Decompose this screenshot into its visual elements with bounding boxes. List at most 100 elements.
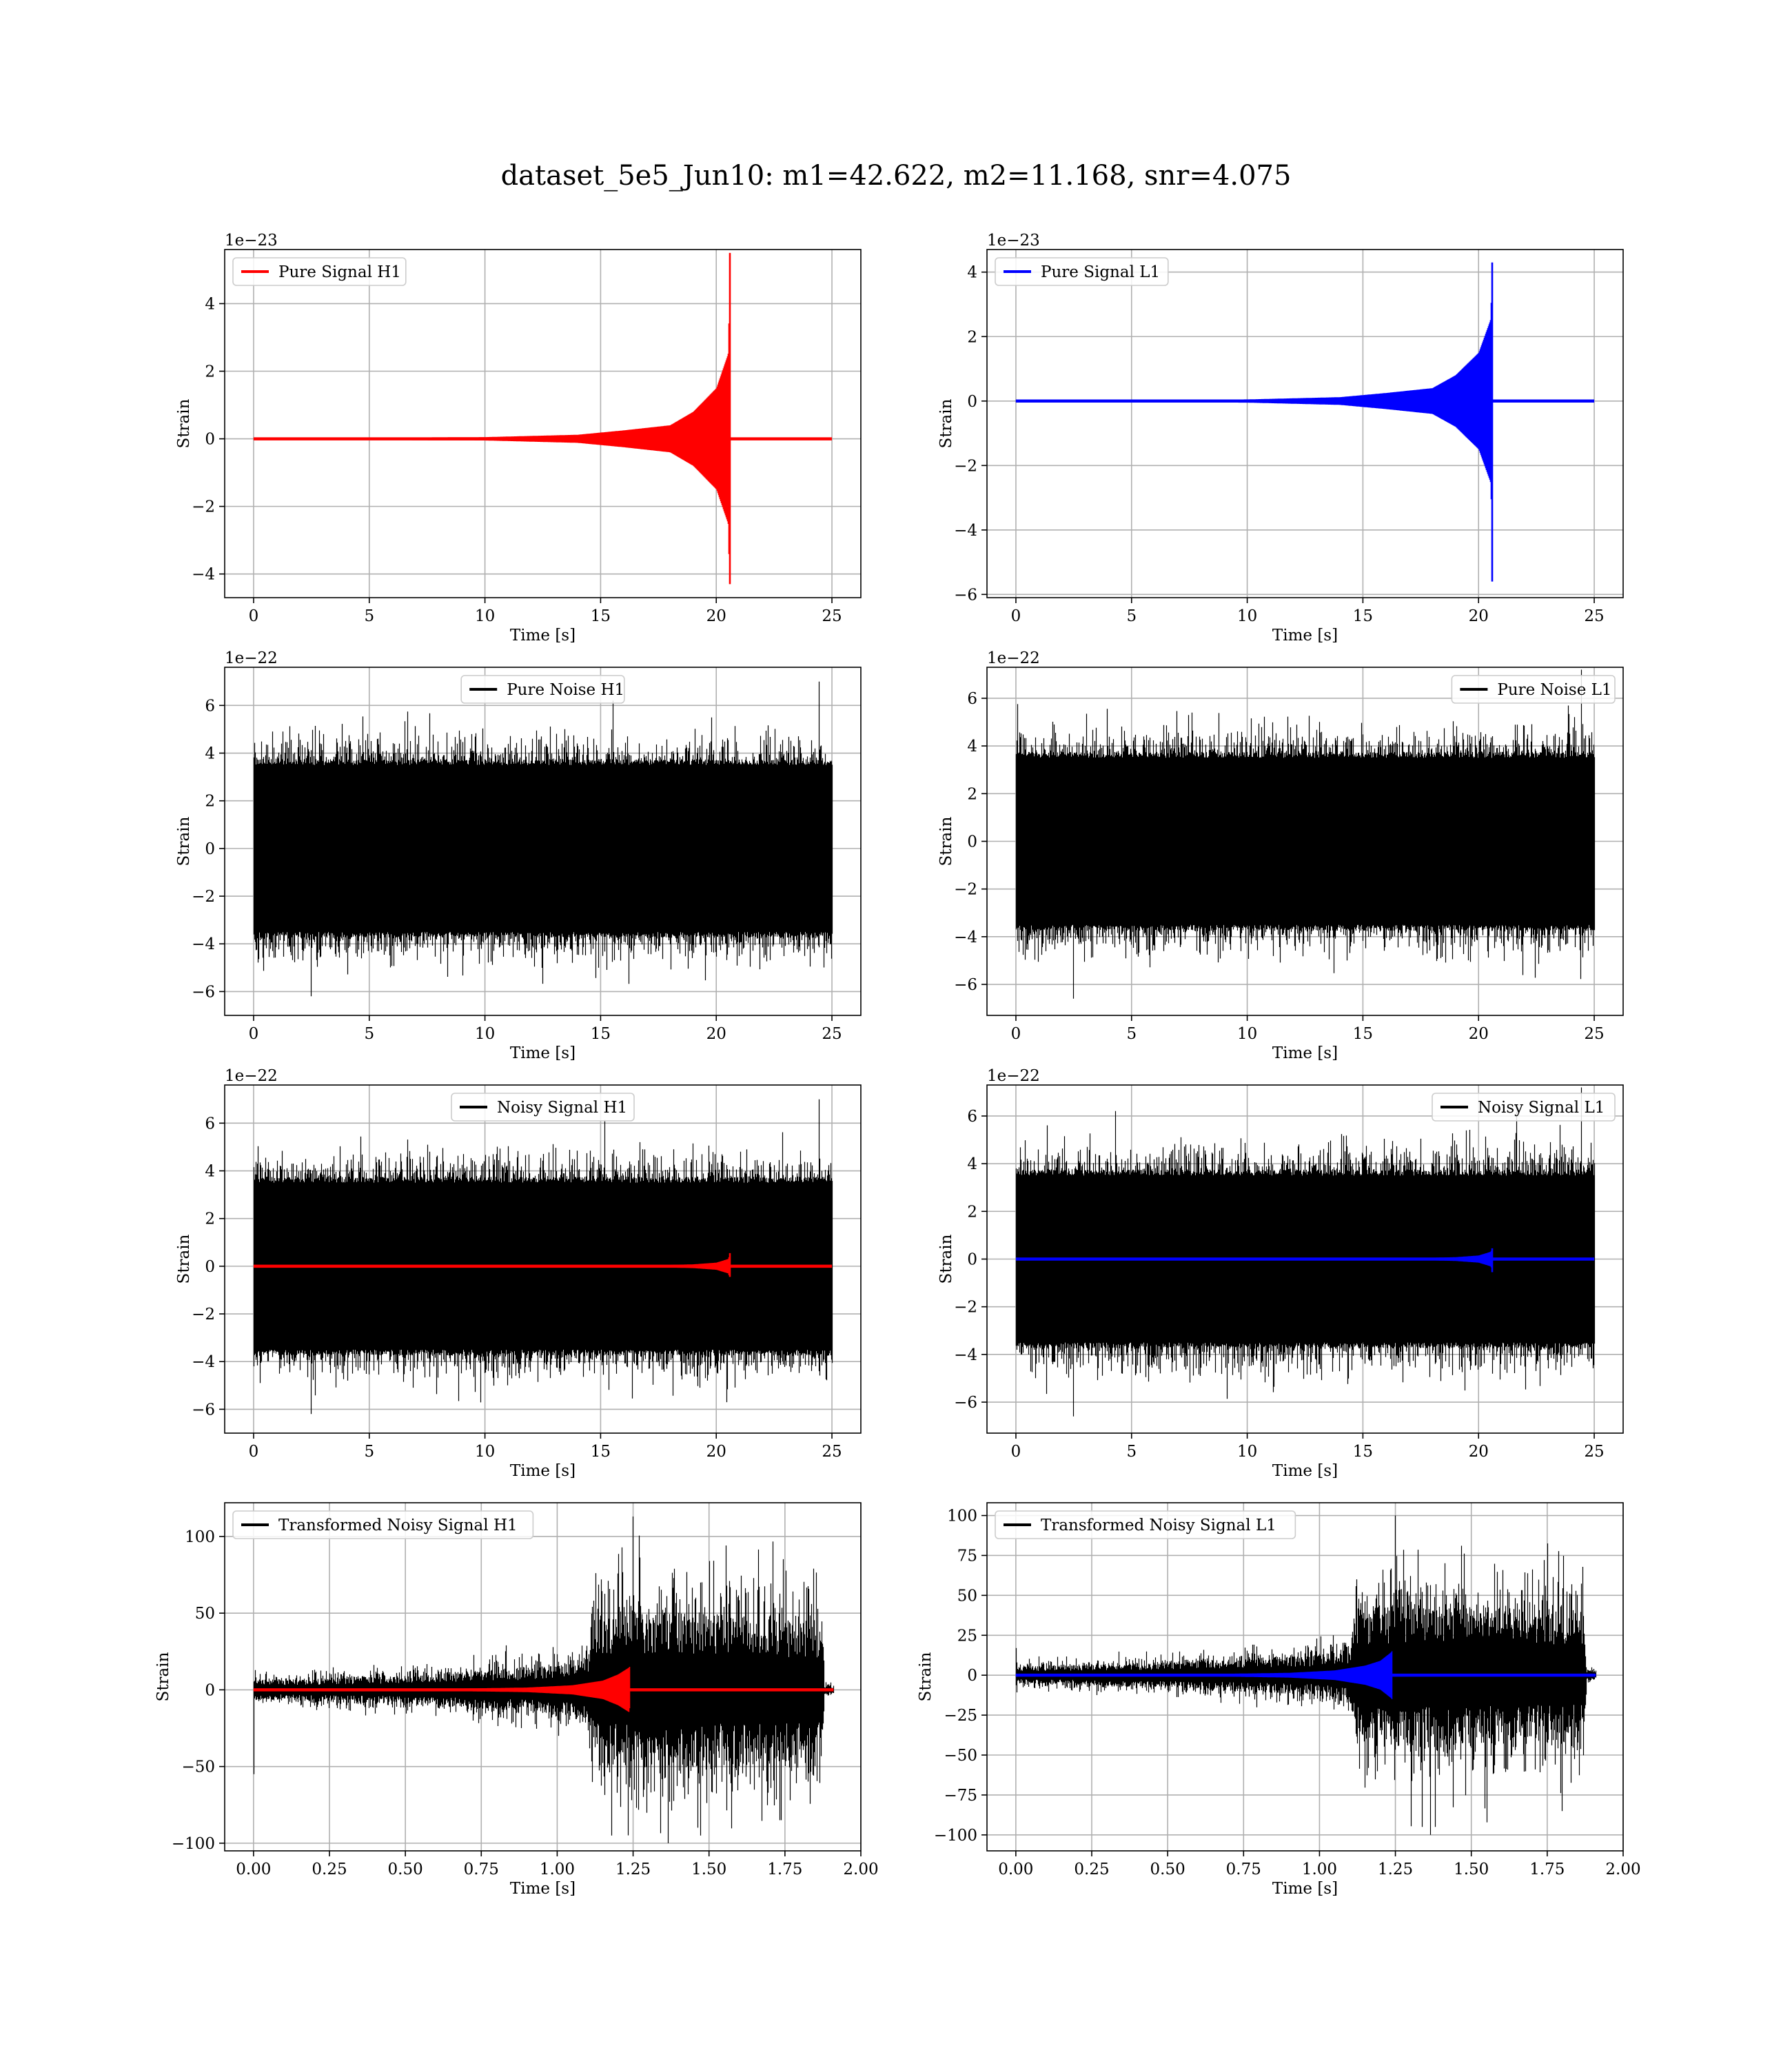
x-tick-label: 5 — [364, 1025, 374, 1043]
y-tick-label: 0 — [205, 840, 215, 858]
y-tick-label: 4 — [967, 738, 977, 756]
x-axis-label: Time [s] — [510, 1462, 576, 1480]
y-tick-label: 75 — [957, 1547, 977, 1565]
y-tick-label: 25 — [957, 1627, 977, 1645]
x-tick-label: 1.50 — [1454, 1861, 1489, 1878]
x-tick-label: 5 — [1126, 1443, 1137, 1461]
y-axis-label: Strain — [937, 398, 955, 448]
x-tick-label: 0 — [1011, 607, 1021, 625]
y-axis-label: Strain — [175, 1234, 193, 1284]
y-tick-label: 4 — [967, 264, 977, 282]
x-tick-label: 1.50 — [691, 1861, 726, 1878]
y-tick-label: −6 — [954, 586, 977, 604]
y-tick-label: 100 — [185, 1528, 215, 1546]
legend: Transformed Noisy Signal L1 — [995, 1510, 1296, 1539]
x-tick-label: 5 — [364, 607, 374, 625]
x-axis-label: Time [s] — [1272, 627, 1338, 645]
y-axis-label: Strain — [175, 816, 193, 866]
x-tick-label: 25 — [1584, 1025, 1604, 1043]
y-axis-label: Strain — [917, 1652, 935, 1701]
legend-box — [232, 1510, 534, 1539]
x-tick-label: 25 — [1584, 607, 1604, 625]
axes-frame — [224, 249, 862, 598]
y-tick-label: −6 — [192, 1401, 215, 1419]
x-tick-label: 10 — [475, 1025, 495, 1043]
x-tick-label: 20 — [706, 1443, 726, 1461]
x-tick-label: 15 — [1353, 1025, 1373, 1043]
subplot-transformed-noisy-signal-h1: 0.00 0.25 0.50 0.75 1.00 1.25 1.50 1.75 2.00 −100… — [154, 1502, 879, 1898]
legend-box — [995, 257, 1169, 286]
y-tick-label: −6 — [954, 1394, 977, 1412]
x-tick-label: 0.25 — [1074, 1861, 1109, 1878]
x-tick-label: 1.25 — [615, 1861, 651, 1878]
x-tick-label: 15 — [591, 1025, 611, 1043]
y-tick-label: −4 — [954, 929, 977, 946]
legend: Pure Noise H1 — [460, 675, 625, 704]
y-axis-label: Strain — [937, 1234, 955, 1284]
y-tick-label: −2 — [192, 888, 215, 906]
y-tick-label: −75 — [944, 1787, 977, 1805]
x-tick-label: 10 — [475, 1443, 495, 1461]
legend-box — [1432, 1093, 1616, 1122]
x-tick-label: 0 — [249, 607, 259, 625]
axis-offset-text: 1e−22 — [225, 1067, 278, 1085]
x-tick-label: 0.50 — [1150, 1861, 1185, 1878]
axes-frame — [986, 1502, 1624, 1852]
y-tick-label: −2 — [954, 881, 977, 899]
y-tick-label: −50 — [181, 1758, 215, 1776]
x-tick-label: 15 — [1353, 1443, 1373, 1461]
y-tick-label: 0 — [205, 431, 215, 449]
y-tick-label: −2 — [954, 457, 977, 475]
legend: Noisy Signal H1 — [451, 1093, 635, 1122]
legend-label: Pure Noise H1 — [507, 681, 624, 699]
x-tick-label: 0.75 — [464, 1861, 499, 1878]
x-tick-label: 0 — [249, 1443, 259, 1461]
legend: Transformed Noisy Signal H1 — [232, 1510, 534, 1539]
legend-box — [232, 257, 407, 286]
x-tick-label: 0.00 — [236, 1861, 271, 1878]
x-tick-label: 25 — [822, 1443, 842, 1461]
axes-frame — [224, 667, 862, 1016]
x-tick-label: 10 — [475, 607, 495, 625]
y-tick-label: 0 — [967, 1251, 977, 1269]
y-tick-label: 6 — [967, 1108, 977, 1126]
subplot-noisy-signal-l1: 0 5 10 15 20 25 −6 −4 −2 0 2 4 6 Time [s] Strain 1e−22 N… — [937, 1067, 1624, 1480]
x-tick-label: 20 — [1469, 1443, 1489, 1461]
x-axis-label: Time [s] — [1272, 1880, 1338, 1898]
x-tick-label: 5 — [1126, 1025, 1137, 1043]
y-tick-label: 4 — [967, 1155, 977, 1173]
y-tick-label: 2 — [967, 328, 977, 346]
x-tick-label: 0 — [1011, 1443, 1021, 1461]
x-tick-label: 0.00 — [998, 1861, 1033, 1878]
legend: Pure Signal H1 — [232, 257, 407, 286]
y-axis-label: Strain — [154, 1652, 172, 1701]
y-tick-label: 4 — [205, 295, 215, 313]
y-tick-label: 0 — [205, 1258, 215, 1276]
y-tick-label: 0 — [967, 393, 977, 411]
y-tick-label: −2 — [192, 1306, 215, 1324]
legend: Pure Noise L1 — [1451, 675, 1616, 704]
legend-label: Pure Signal H1 — [278, 263, 401, 281]
x-tick-label: 20 — [1469, 607, 1489, 625]
subplot-pure-signal-l1: 0 5 10 15 20 25 −6 −4 −2 0 2 4 Time [s] Strain 1e−23Pu… — [937, 232, 1624, 645]
y-tick-label: −4 — [192, 935, 215, 953]
series-group — [253, 681, 833, 997]
series-group — [1015, 1087, 1596, 1417]
y-axis-label: Strain — [937, 816, 955, 866]
y-tick-label: 0 — [967, 833, 977, 851]
x-tick-label: 1.00 — [540, 1861, 575, 1878]
y-tick-label: 50 — [957, 1587, 977, 1605]
axes-frame — [224, 1502, 862, 1852]
x-tick-label: 1.25 — [1378, 1861, 1413, 1878]
x-axis-label: Time [s] — [510, 1044, 576, 1062]
x-tick-label: 20 — [1469, 1025, 1489, 1043]
x-tick-label: 20 — [706, 607, 726, 625]
series-group — [253, 252, 833, 585]
y-tick-label: −100 — [172, 1835, 215, 1853]
axis-offset-text: 1e−22 — [225, 649, 278, 667]
legend-label: Pure Noise L1 — [1497, 681, 1611, 699]
subplot-noisy-signal-h1: 0 5 10 15 20 25 −6 −4 −2 0 2 4 6 Time [s] Strain 1e−22 N… — [175, 1067, 862, 1480]
subplot-pure-noise-h1: 0 5 10 15 20 25 −6 −4 −2 0 2 4 6 Time [s] Strain 1e−22 P… — [175, 649, 862, 1062]
